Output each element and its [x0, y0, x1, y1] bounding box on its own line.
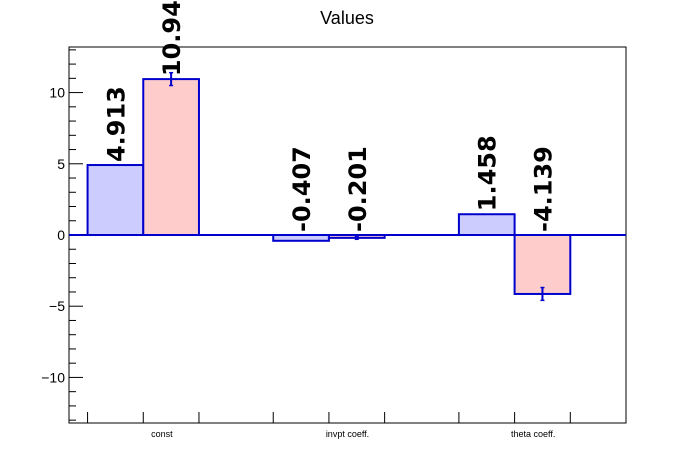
error-bars	[169, 71, 545, 302]
y-tick-label: 5	[57, 156, 65, 172]
bar	[513, 234, 572, 295]
value-label: -0.201	[344, 146, 372, 232]
value-labels: 4.913 -0.407 1.458 10.946 -0.201 -4.139	[102, 0, 557, 232]
value-label: 4.913	[102, 86, 130, 162]
bars	[86, 78, 572, 295]
bar	[457, 213, 516, 236]
x-tick-label: invpt coeff.	[326, 429, 369, 439]
y-tick-label: 0	[57, 227, 65, 243]
value-label: 1.458	[474, 135, 502, 211]
value-label: -4.139	[529, 146, 557, 232]
bar	[86, 164, 145, 236]
y-axis: −10 −5 0 5 10	[41, 49, 83, 421]
y-tick-label: 10	[49, 85, 65, 101]
chart-title: Values	[320, 8, 374, 28]
bar	[142, 78, 200, 237]
value-label: -0.407	[288, 146, 316, 232]
x-tick-label: const	[151, 429, 173, 439]
x-axis: const invpt coeff. theta coeff.	[87, 412, 571, 439]
x-tick-label: theta coeff.	[511, 429, 555, 439]
y-tick-label: −10	[41, 369, 65, 385]
y-tick-label: −5	[49, 298, 65, 314]
value-label: 10.946	[158, 0, 186, 76]
